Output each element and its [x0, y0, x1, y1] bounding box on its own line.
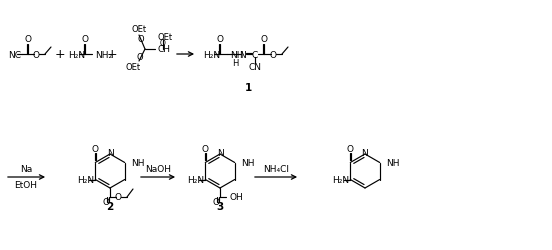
Text: O: O [92, 144, 99, 154]
Text: C: C [252, 50, 258, 59]
Text: O: O [114, 193, 121, 202]
Text: H₂N: H₂N [187, 175, 204, 184]
Text: 2: 2 [107, 201, 114, 211]
Text: OH: OH [229, 193, 243, 202]
Text: H₂N: H₂N [203, 50, 220, 59]
Text: O: O [24, 35, 31, 44]
Text: O: O [202, 144, 209, 154]
Text: NH₄Cl: NH₄Cl [263, 165, 289, 174]
Text: O: O [213, 198, 220, 207]
Text: 1: 1 [245, 83, 252, 93]
Text: NH: NH [241, 158, 254, 167]
Text: O: O [216, 35, 224, 44]
Text: O: O [261, 35, 268, 44]
Text: NH: NH [131, 158, 144, 167]
Text: +: + [107, 48, 118, 61]
Text: O: O [137, 53, 144, 62]
Text: N: N [362, 149, 368, 158]
Text: OEt: OEt [125, 63, 141, 72]
Text: NH: NH [386, 158, 399, 167]
Text: O: O [269, 50, 277, 59]
Text: EtOH: EtOH [14, 181, 38, 190]
Text: O: O [137, 34, 144, 43]
Text: H₂N: H₂N [68, 50, 85, 59]
Text: N: N [216, 149, 224, 158]
Text: O: O [103, 198, 109, 207]
Text: O: O [160, 39, 166, 48]
Text: NH: NH [230, 50, 243, 59]
Text: NC: NC [8, 50, 21, 59]
Text: NaOH: NaOH [145, 165, 171, 174]
Text: +: + [55, 48, 65, 61]
Text: O: O [33, 50, 40, 59]
Text: O: O [347, 144, 354, 154]
Text: Na: Na [20, 165, 32, 174]
Text: N: N [240, 50, 246, 59]
Text: H₂N: H₂N [332, 175, 349, 184]
Text: O: O [82, 35, 88, 44]
Text: N: N [107, 149, 113, 158]
Text: CN: CN [248, 63, 262, 72]
Text: 3: 3 [216, 201, 224, 211]
Text: H₂N: H₂N [77, 175, 94, 184]
Text: OEt: OEt [157, 32, 173, 41]
Text: OEt: OEt [131, 26, 147, 34]
Text: CH: CH [158, 45, 171, 54]
Text: H: H [232, 59, 238, 68]
Text: NH₂: NH₂ [95, 50, 112, 59]
